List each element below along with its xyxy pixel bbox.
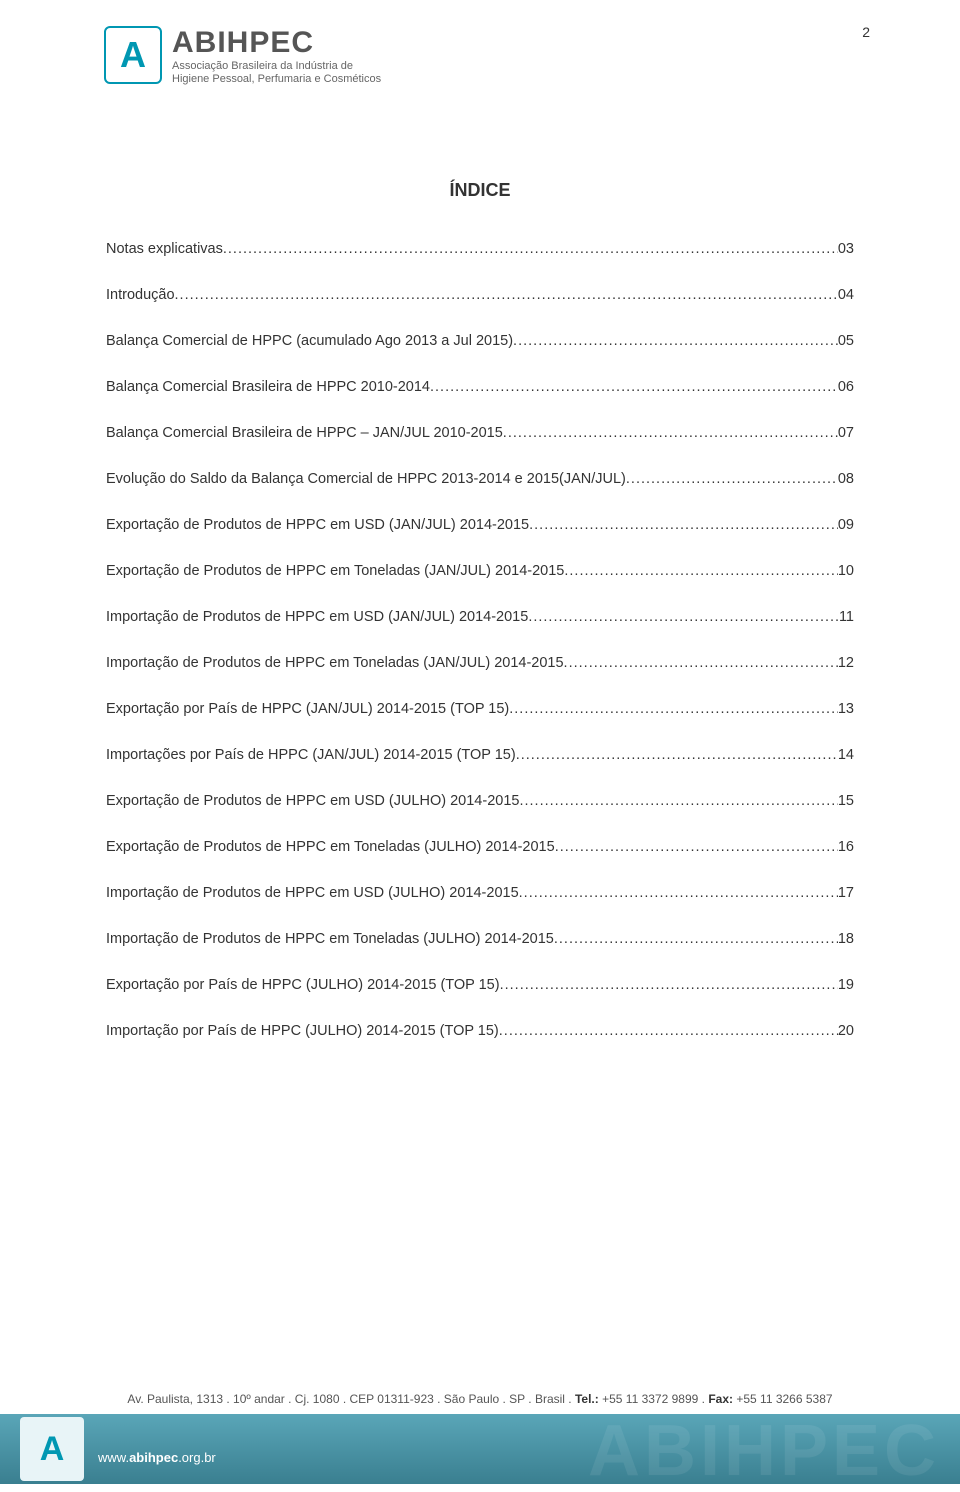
header-logo: A ABIHPEC Associação Brasileira da Indús… <box>104 26 381 86</box>
toc-item-label: Importação de Produtos de HPPC em Tonela… <box>106 931 554 947</box>
toc-item: Notas explicativas 03 <box>106 241 854 257</box>
toc-item-page: 12 <box>838 655 854 671</box>
toc-dots <box>564 563 838 579</box>
footer: Av. Paulista, 1313 . 10º andar . Cj. 108… <box>0 1392 960 1484</box>
page: 2 A ABIHPEC Associação Brasileira da Ind… <box>0 0 960 1484</box>
toc-dots <box>519 885 838 901</box>
toc-item: Balança Comercial Brasileira de HPPC 201… <box>106 379 854 395</box>
toc-item-label: Importação de Produtos de HPPC em Tonela… <box>106 655 564 671</box>
toc-item-label: Exportação de Produtos de HPPC em Tonela… <box>106 563 564 579</box>
toc-item-label: Exportação de Produtos de HPPC em USD (J… <box>106 517 529 533</box>
toc-dots <box>516 747 838 763</box>
toc-item-page: 19 <box>838 977 854 993</box>
toc-item-label: Exportação por País de HPPC (JAN/JUL) 20… <box>106 701 509 717</box>
toc-item-label: Importação de Produtos de HPPC em USD (J… <box>106 885 519 901</box>
toc-item: Importação por País de HPPC (JULHO) 2014… <box>106 1023 854 1039</box>
footer-fax-label: Fax: <box>708 1392 733 1406</box>
toc-item-label: Importações por País de HPPC (JAN/JUL) 2… <box>106 747 516 763</box>
toc-item-label: Balança Comercial Brasileira de HPPC – J… <box>106 425 503 441</box>
toc-dots <box>529 517 838 533</box>
logo-mark-icon: A <box>104 26 162 84</box>
toc-dots <box>564 655 838 671</box>
toc-dots <box>513 333 838 349</box>
toc-item: Exportação de Produtos de HPPC em USD (J… <box>106 793 854 809</box>
toc-item: Evolução do Saldo da Balança Comercial d… <box>106 471 854 487</box>
footer-address: Av. Paulista, 1313 . 10º andar . Cj. 108… <box>0 1392 960 1406</box>
toc-dots <box>509 701 838 717</box>
toc-item-label: Notas explicativas <box>106 241 223 257</box>
toc-item-page: 14 <box>838 747 854 763</box>
toc-item-label: Importação de Produtos de HPPC em USD (J… <box>106 609 528 625</box>
toc-item-page: 03 <box>838 241 854 257</box>
toc-item: Exportação de Produtos de HPPC em Tonela… <box>106 839 854 855</box>
toc-item-label: Exportação por País de HPPC (JULHO) 2014… <box>106 977 500 993</box>
toc-dots <box>519 793 837 809</box>
toc-dots <box>499 1023 838 1039</box>
footer-tel-value: +55 11 3372 9899 . <box>602 1392 708 1406</box>
toc-item: Exportação de Produtos de HPPC em Tonela… <box>106 563 854 579</box>
toc-item-label: Evolução do Saldo da Balança Comercial d… <box>106 471 626 487</box>
footer-logo-icon: A <box>20 1417 84 1481</box>
toc-item-page: 16 <box>838 839 854 855</box>
footer-tel-label: Tel.: <box>575 1392 599 1406</box>
toc-item: Introdução 04 <box>106 287 854 303</box>
toc-item: Exportação por País de HPPC (JAN/JUL) 20… <box>106 701 854 717</box>
toc-item-page: 10 <box>838 563 854 579</box>
toc-item-page: 15 <box>838 793 854 809</box>
footer-fax-value: +55 11 3266 5387 <box>736 1392 832 1406</box>
toc-item-label: Balança Comercial Brasileira de HPPC 201… <box>106 379 430 395</box>
toc-item: Importação de Produtos de HPPC em Tonela… <box>106 931 854 947</box>
toc-item-page: 17 <box>838 885 854 901</box>
toc-item-page: 06 <box>838 379 854 395</box>
logo-brand: ABIHPEC <box>172 26 381 60</box>
logo-tagline-2: Higiene Pessoal, Perfumaria e Cosméticos <box>172 73 381 86</box>
footer-url-prefix: www. <box>98 1450 129 1465</box>
toc-item-page: 11 <box>839 609 854 625</box>
toc-dots <box>503 425 838 441</box>
toc-item-label: Exportação de Produtos de HPPC em USD (J… <box>106 793 519 809</box>
toc-item: Importação de Produtos de HPPC em USD (J… <box>106 609 854 625</box>
toc-item-page: 07 <box>838 425 854 441</box>
toc-dots <box>626 471 838 487</box>
toc-item-label: Importação por País de HPPC (JULHO) 2014… <box>106 1023 499 1039</box>
toc-item: Importações por País de HPPC (JAN/JUL) 2… <box>106 747 854 763</box>
toc-item: Balança Comercial Brasileira de HPPC – J… <box>106 425 854 441</box>
toc-dots <box>223 241 838 257</box>
toc-item-label: Exportação de Produtos de HPPC em Tonela… <box>106 839 555 855</box>
toc-item: Balança Comercial de HPPC (acumulado Ago… <box>106 333 854 349</box>
footer-address-text: Av. Paulista, 1313 . 10º andar . Cj. 108… <box>127 1392 575 1406</box>
toc-item-page: 09 <box>838 517 854 533</box>
toc-item-page: 20 <box>838 1023 854 1039</box>
toc-item: Exportação por País de HPPC (JULHO) 2014… <box>106 977 854 993</box>
logo-tagline-1: Associação Brasileira da Indústria de <box>172 60 381 73</box>
toc-item-page: 04 <box>838 287 854 303</box>
toc-dots <box>430 379 838 395</box>
footer-bar: A www.abihpec.org.br ABIHPEC <box>0 1414 960 1484</box>
toc-item-label: Balança Comercial de HPPC (acumulado Ago… <box>106 333 513 349</box>
toc-item-label: Introdução <box>106 287 175 303</box>
footer-url-bold: abihpec <box>129 1450 178 1465</box>
toc-item-page: 08 <box>838 471 854 487</box>
toc-item-page: 05 <box>838 333 854 349</box>
footer-url-suffix: .org.br <box>178 1450 216 1465</box>
toc-item-page: 18 <box>838 931 854 947</box>
toc-item: Importação de Produtos de HPPC em Tonela… <box>106 655 854 671</box>
page-number: 2 <box>862 24 870 40</box>
toc-title: ÍNDICE <box>106 180 854 201</box>
toc-dots <box>555 839 838 855</box>
toc-list: Notas explicativas 03 Introdução 04 Balança … <box>106 241 854 1039</box>
toc-dots <box>500 977 838 993</box>
logo-text: ABIHPEC Associação Brasileira da Indústr… <box>172 26 381 86</box>
footer-watermark: ABIHPEC <box>588 1410 940 1492</box>
toc-item: Exportação de Produtos de HPPC em USD (J… <box>106 517 854 533</box>
toc-item-page: 13 <box>838 701 854 717</box>
toc-dots <box>528 609 839 625</box>
toc-dots <box>554 931 838 947</box>
content: ÍNDICE Notas explicativas 03 Introdução 04 B… <box>106 180 854 1069</box>
toc-dots <box>175 287 838 303</box>
toc-item: Importação de Produtos de HPPC em USD (J… <box>106 885 854 901</box>
footer-url: www.abihpec.org.br <box>98 1450 216 1465</box>
